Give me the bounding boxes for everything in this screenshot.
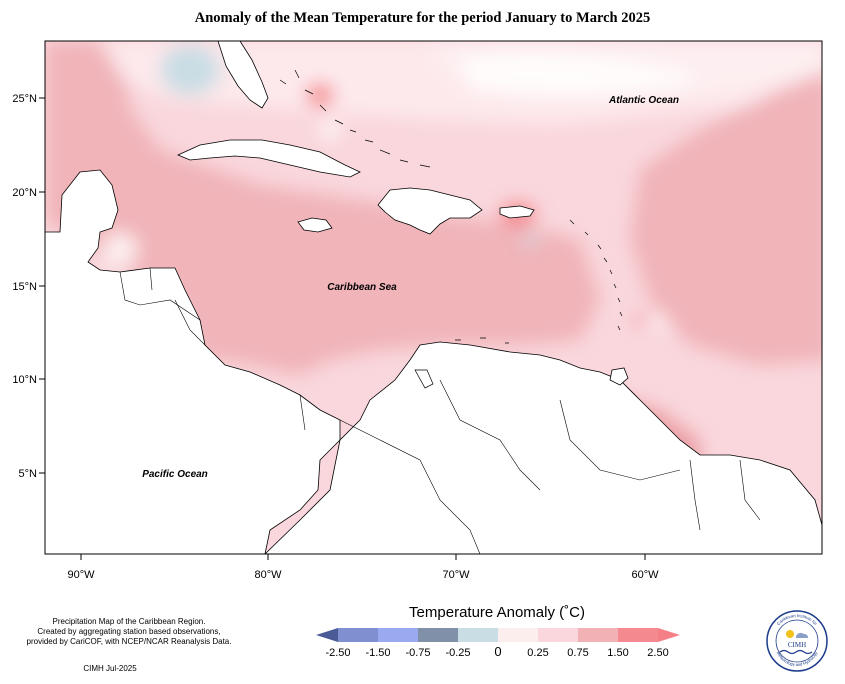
- legend-tick-label: 0: [494, 644, 501, 659]
- legend-swatch: [538, 628, 578, 642]
- legend-swatch: [578, 628, 618, 642]
- legend-tick-label: -2.50: [325, 647, 350, 659]
- legend-swatch: [498, 628, 538, 642]
- legend-labels: -2.50 -1.50 -0.75 -0.25 0 0.25 0.75 1.50 2.50: [325, 644, 668, 659]
- legend-tick-label: 2.50: [647, 647, 668, 659]
- anomaly-field: [45, 41, 822, 554]
- lon-tick-label: 60°W: [631, 569, 659, 581]
- lat-tick-label: 15°N: [12, 281, 37, 293]
- legend-swatch: [618, 628, 658, 642]
- lon-tick-label: 70°W: [442, 569, 470, 581]
- land: [45, 41, 822, 554]
- caribbean-sea-label: Caribbean Sea: [327, 282, 397, 293]
- cimh-logo: CIMH Caribbean Institute for Meteorology…: [766, 610, 828, 672]
- legend-tick-label: 0.75: [567, 647, 588, 659]
- lon-ticks: [80, 554, 646, 560]
- legend-swatch: [378, 628, 418, 642]
- map-notes: Precipitation Map of the Caribbean Regio…: [14, 617, 244, 647]
- legend-swatches: [316, 628, 680, 642]
- legend-tick-label: -0.75: [405, 647, 430, 659]
- legend-tick-label: -1.50: [365, 647, 390, 659]
- legend-swatch: [658, 628, 680, 642]
- lat-tick-label: 25°N: [12, 93, 37, 105]
- note-line-3: provided by CariCOF, with NCEP/NCAR Rean…: [26, 637, 232, 646]
- legend-tick-label: 1.50: [607, 647, 628, 659]
- lat-tick-label: 5°N: [19, 468, 38, 480]
- lat-tick-label: 20°N: [12, 187, 37, 199]
- lon-tick-label: 90°W: [67, 569, 95, 581]
- legend-title: Temperature Anomaly (˚C): [409, 604, 585, 621]
- legend-swatch: [338, 628, 378, 642]
- lat-tick-label: 10°N: [12, 374, 37, 386]
- wave-icon: [779, 649, 813, 655]
- legend-colorbar: -2.50 -1.50 -0.75 -0.25 0 0.25 0.75 1.50 2.50: [316, 628, 680, 659]
- lon-tick-label: 80°W: [254, 569, 282, 581]
- legend-swatch: [458, 628, 498, 642]
- note-line-2: Created by aggregating station based obs…: [37, 627, 221, 636]
- sun-icon: [786, 630, 794, 638]
- credit-text: CIMH Jul-2025: [83, 664, 137, 673]
- map-title: Anomaly of the Mean Temperature for the …: [194, 10, 651, 26]
- legend-tick-label: 0.25: [527, 647, 548, 659]
- map-frame: [44, 40, 823, 555]
- legend-tick-label: -0.25: [445, 647, 470, 659]
- legend-swatch: [418, 628, 458, 642]
- logo-text: CIMH: [788, 641, 806, 649]
- cloud-icon: [796, 632, 808, 638]
- lat-ticks: [39, 97, 45, 474]
- legend-swatch: [316, 628, 338, 642]
- note-line-1: Precipitation Map of the Caribbean Regio…: [52, 617, 206, 626]
- pacific-ocean-label: Pacific Ocean: [142, 469, 208, 480]
- atlantic-ocean-label: Atlantic Ocean: [608, 95, 679, 106]
